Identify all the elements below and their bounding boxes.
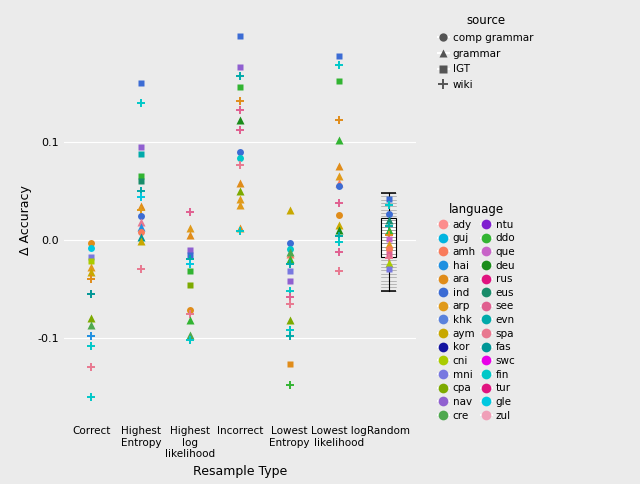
Y-axis label: Δ Accuracy: Δ Accuracy <box>19 185 32 255</box>
Legend: comp grammar, grammar, IGT, wiki: comp grammar, grammar, IGT, wiki <box>434 10 538 94</box>
Legend: ady, guj, amh, hai, ara, ind, arp, khk, aym, kor, cni, mni, cpa, nav, cre, ntu, : ady, guj, amh, hai, ara, ind, arp, khk, … <box>434 199 520 425</box>
Bar <box>381 218 396 257</box>
X-axis label: Resample Type: Resample Type <box>193 465 287 478</box>
